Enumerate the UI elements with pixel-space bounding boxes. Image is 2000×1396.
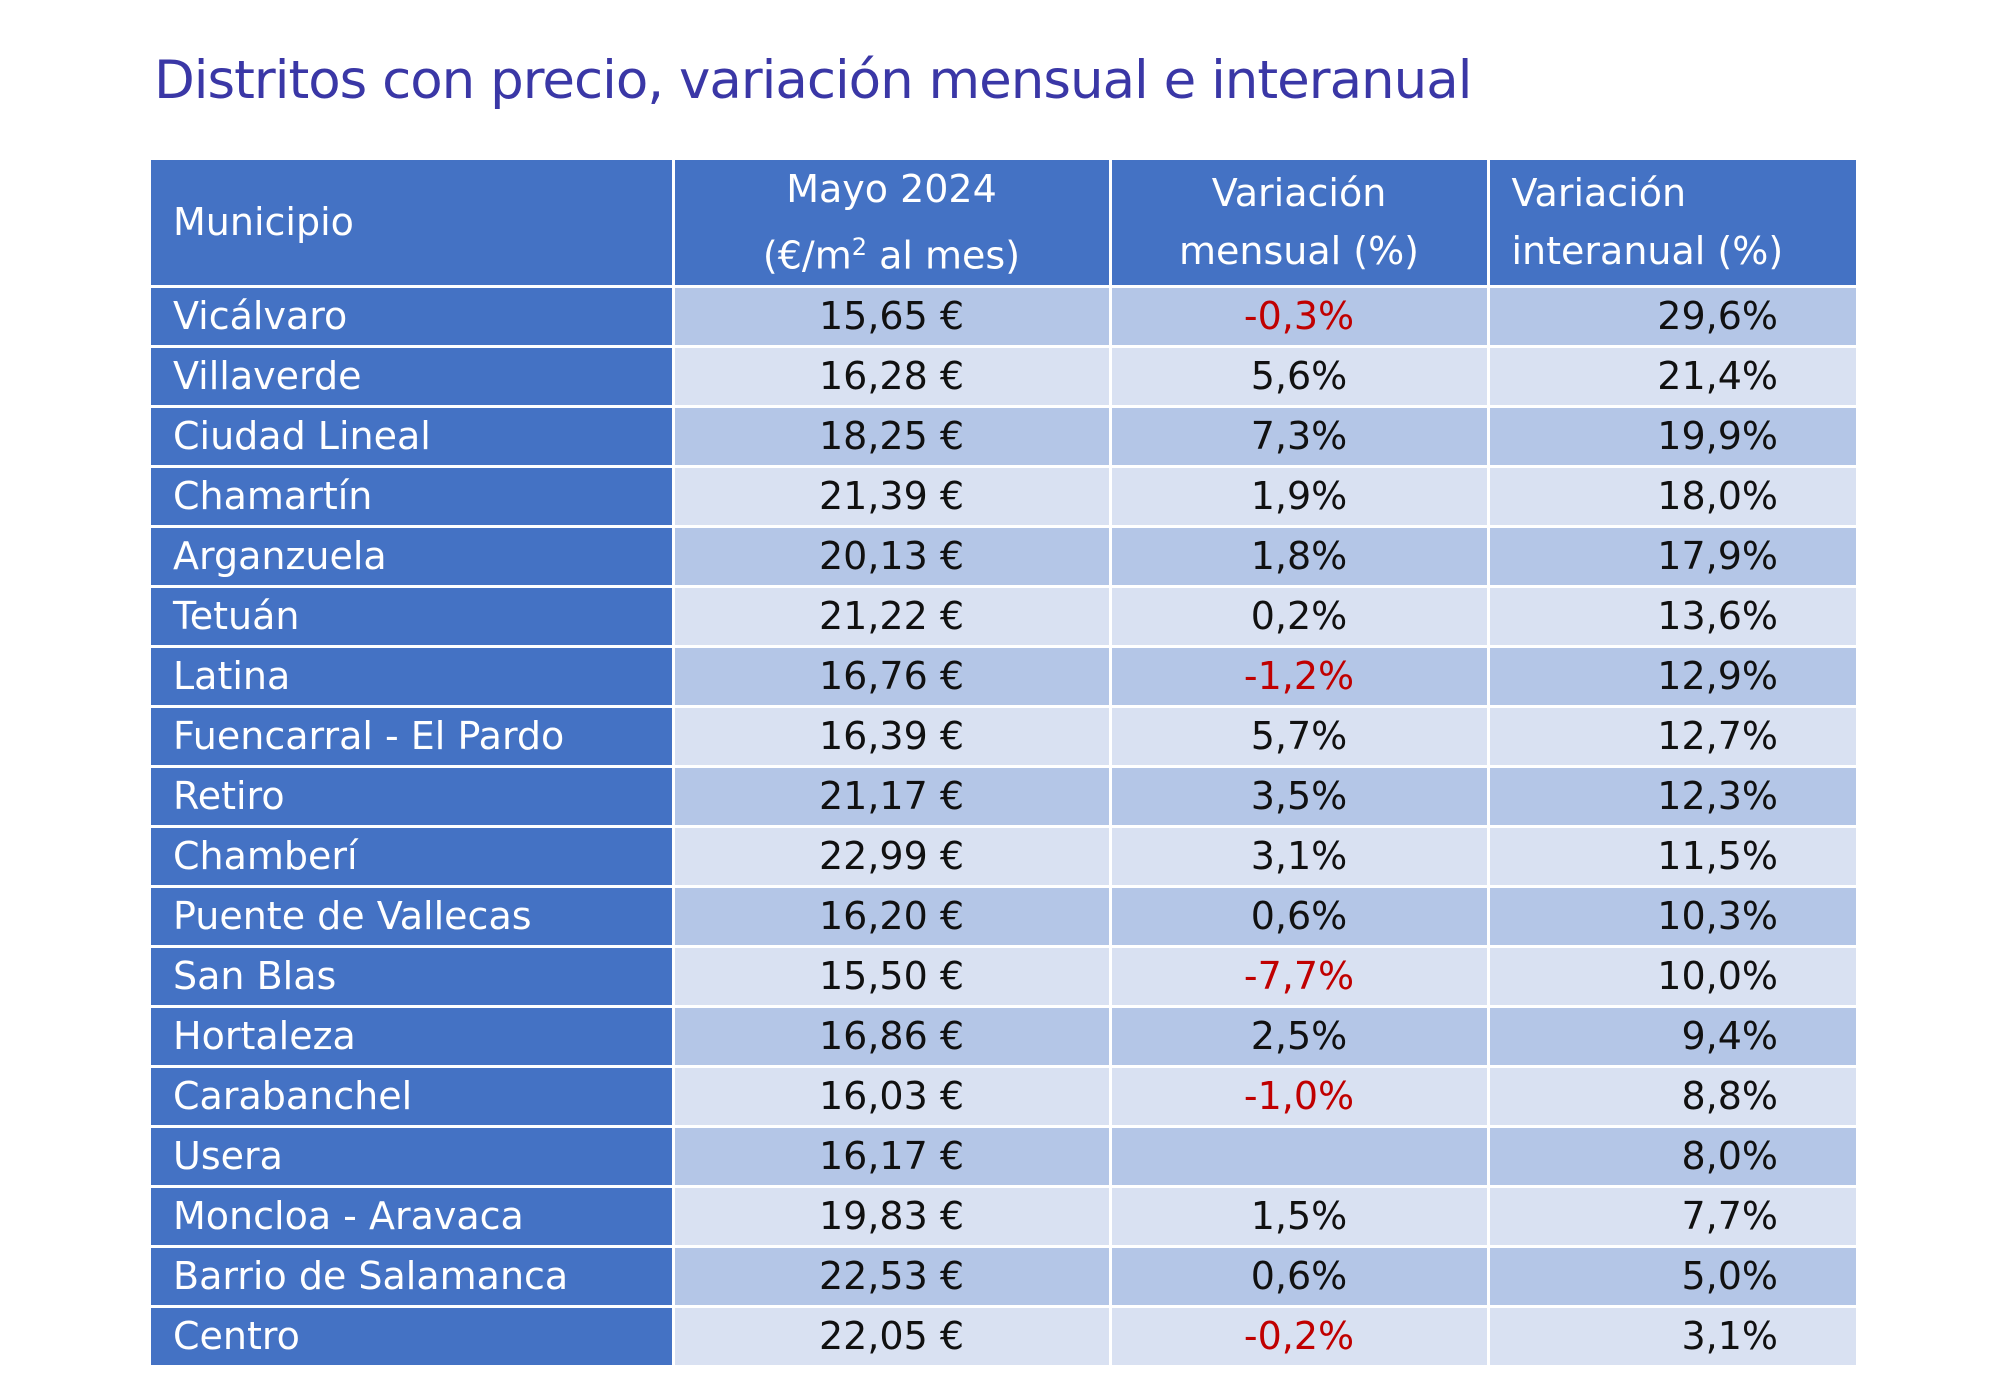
cell-municipio: San Blas xyxy=(151,944,675,1008)
table-body: Vicálvaro 15,65 € -0,3% 29,6% Villaverde 16,2… xyxy=(151,284,1856,1365)
cell-yearly-variation: 8,0% xyxy=(1486,1124,1856,1188)
data-table: Municipio Mayo 2024 (€/m2 al mes) Variac… xyxy=(151,160,1856,1365)
cell-municipio: Moncloa - Aravaca xyxy=(151,1184,675,1248)
table-row: Retiro 21,17 €3,5% 12,3% xyxy=(151,764,1856,828)
table-row: San Blas 15,50 € -7,7% 10,0% xyxy=(151,944,1856,1008)
table-row: Villaverde 16,28 €5,6% 21,4% xyxy=(151,344,1856,408)
cell-yearly-variation: 12,7% xyxy=(1486,704,1856,768)
table-row: Chamartín 21,39 €1,9% 18,0% xyxy=(151,464,1856,528)
cell-monthly-variation: 3,1% xyxy=(1108,824,1490,888)
cell-municipio: Retiro xyxy=(151,764,675,828)
cell-price: 21,17 € xyxy=(671,764,1112,828)
cell-municipio: Tetuán xyxy=(151,584,675,648)
cell-price: 16,03 € xyxy=(671,1064,1112,1128)
cell-monthly-variation: 1,5% xyxy=(1108,1184,1490,1248)
cell-price: 16,86 € xyxy=(671,1004,1112,1068)
cell-monthly-variation: -1,0% xyxy=(1108,1064,1490,1128)
table-row: Tetuán 21,22 €0,2% 13,6% xyxy=(151,584,1856,648)
cell-yearly-variation: 29,6% xyxy=(1486,284,1856,348)
cell-monthly-variation: 1,9% xyxy=(1108,464,1490,528)
table-row: Latina 16,76 € -1,2% 12,9% xyxy=(151,644,1856,708)
cell-municipio: Barrio de Salamanca xyxy=(151,1244,675,1308)
cell-monthly-variation: 0,6% xyxy=(1108,1244,1490,1308)
cell-municipio: Usera xyxy=(151,1124,675,1188)
cell-yearly-variation: 9,4% xyxy=(1486,1004,1856,1068)
cell-price: 15,65 € xyxy=(671,284,1112,348)
cell-monthly-variation: 2,5% xyxy=(1108,1004,1490,1068)
cell-monthly-variation: -7,7% xyxy=(1108,944,1490,1008)
cell-monthly-variation xyxy=(1108,1124,1490,1188)
cell-monthly-variation: 7,3% xyxy=(1108,404,1490,468)
cell-yearly-variation: 13,6% xyxy=(1486,584,1856,648)
cell-price: 22,53 € xyxy=(671,1244,1112,1308)
header-monthly-variation: Variación mensual (%) xyxy=(1108,160,1490,288)
cell-monthly-variation: 0,2% xyxy=(1108,584,1490,648)
cell-yearly-variation: 19,9% xyxy=(1486,404,1856,468)
cell-monthly-variation: 0,6% xyxy=(1108,884,1490,948)
header-row: Municipio Mayo 2024 (€/m2 al mes) Variac… xyxy=(151,160,1856,288)
table-row: Moncloa - Aravaca 19,83 €1,5% 7,7% xyxy=(151,1184,1856,1248)
cell-municipio: Ciudad Lineal xyxy=(151,404,675,468)
cell-monthly-variation: 5,7% xyxy=(1108,704,1490,768)
cell-municipio: Chamberí xyxy=(151,824,675,888)
cell-yearly-variation: 21,4% xyxy=(1486,344,1856,408)
cell-municipio: Latina xyxy=(151,644,675,708)
table-row: Chamberí 22,99 €3,1% 11,5% xyxy=(151,824,1856,888)
cell-price: 16,17 € xyxy=(671,1124,1112,1188)
cell-yearly-variation: 5,0% xyxy=(1486,1244,1856,1308)
cell-yearly-variation: 10,3% xyxy=(1486,884,1856,948)
cell-municipio: Arganzuela xyxy=(151,524,675,588)
cell-municipio: Carabanchel xyxy=(151,1064,675,1128)
table-row: Usera 16,17 € 8,0% xyxy=(151,1124,1856,1188)
header-price: Mayo 2024 (€/m2 al mes) xyxy=(671,160,1112,288)
cell-monthly-variation: 1,8% xyxy=(1108,524,1490,588)
cell-price: 19,83 € xyxy=(671,1184,1112,1248)
cell-yearly-variation: 17,9% xyxy=(1486,524,1856,588)
page-title: Distritos con precio, variación mensual … xyxy=(154,50,1472,111)
cell-yearly-variation: 8,8% xyxy=(1486,1064,1856,1128)
cell-monthly-variation: -0,2% xyxy=(1108,1304,1490,1365)
cell-municipio: Puente de Vallecas xyxy=(151,884,675,948)
table-row: Barrio de Salamanca 22,53 €0,6% 5,0% xyxy=(151,1244,1856,1308)
cell-municipio: Vicálvaro xyxy=(151,284,675,348)
cell-yearly-variation: 12,3% xyxy=(1486,764,1856,828)
cell-price: 18,25 € xyxy=(671,404,1112,468)
cell-yearly-variation: 10,0% xyxy=(1486,944,1856,1008)
table-row: Ciudad Lineal 18,25 €7,3% 19,9% xyxy=(151,404,1856,468)
cell-price: 21,22 € xyxy=(671,584,1112,648)
table-row: Arganzuela 20,13 €1,8% 17,9% xyxy=(151,524,1856,588)
table-row: Hortaleza 16,86 €2,5% 9,4% xyxy=(151,1004,1856,1068)
cell-price: 22,05 € xyxy=(671,1304,1112,1365)
cell-price: 16,76 € xyxy=(671,644,1112,708)
cell-monthly-variation: -0,3% xyxy=(1108,284,1490,348)
header-municipio: Municipio xyxy=(151,160,675,288)
table-row: Vicálvaro 15,65 € -0,3% 29,6% xyxy=(151,284,1856,348)
cell-price: 16,39 € xyxy=(671,704,1112,768)
cell-yearly-variation: 12,9% xyxy=(1486,644,1856,708)
cell-yearly-variation: 18,0% xyxy=(1486,464,1856,528)
cell-monthly-variation: 3,5% xyxy=(1108,764,1490,828)
table-row: Carabanchel 16,03 € -1,0% 8,8% xyxy=(151,1064,1856,1128)
cell-monthly-variation: 5,6% xyxy=(1108,344,1490,408)
cell-yearly-variation: 3,1% xyxy=(1486,1304,1856,1365)
cell-yearly-variation: 11,5% xyxy=(1486,824,1856,888)
header-yearly-variation: Variación interanual (%) xyxy=(1486,160,1856,288)
table-row: Puente de Vallecas 16,20 €0,6% 10,3% xyxy=(151,884,1856,948)
cell-price: 15,50 € xyxy=(671,944,1112,1008)
cell-price: 16,20 € xyxy=(671,884,1112,948)
cell-price: 16,28 € xyxy=(671,344,1112,408)
cell-yearly-variation: 7,7% xyxy=(1486,1184,1856,1248)
cell-price: 21,39 € xyxy=(671,464,1112,528)
cell-municipio: Villaverde xyxy=(151,344,675,408)
cell-municipio: Chamartín xyxy=(151,464,675,528)
cell-municipio: Centro xyxy=(151,1304,675,1365)
cell-municipio: Hortaleza xyxy=(151,1004,675,1068)
cell-municipio: Fuencarral - El Pardo xyxy=(151,704,675,768)
table-row: Fuencarral - El Pardo 16,39 €5,7% 12,7% xyxy=(151,704,1856,768)
cell-price: 22,99 € xyxy=(671,824,1112,888)
cell-monthly-variation: -1,2% xyxy=(1108,644,1490,708)
cell-price: 20,13 € xyxy=(671,524,1112,588)
table-row: Centro 22,05 € -0,2% 3,1% xyxy=(151,1304,1856,1365)
